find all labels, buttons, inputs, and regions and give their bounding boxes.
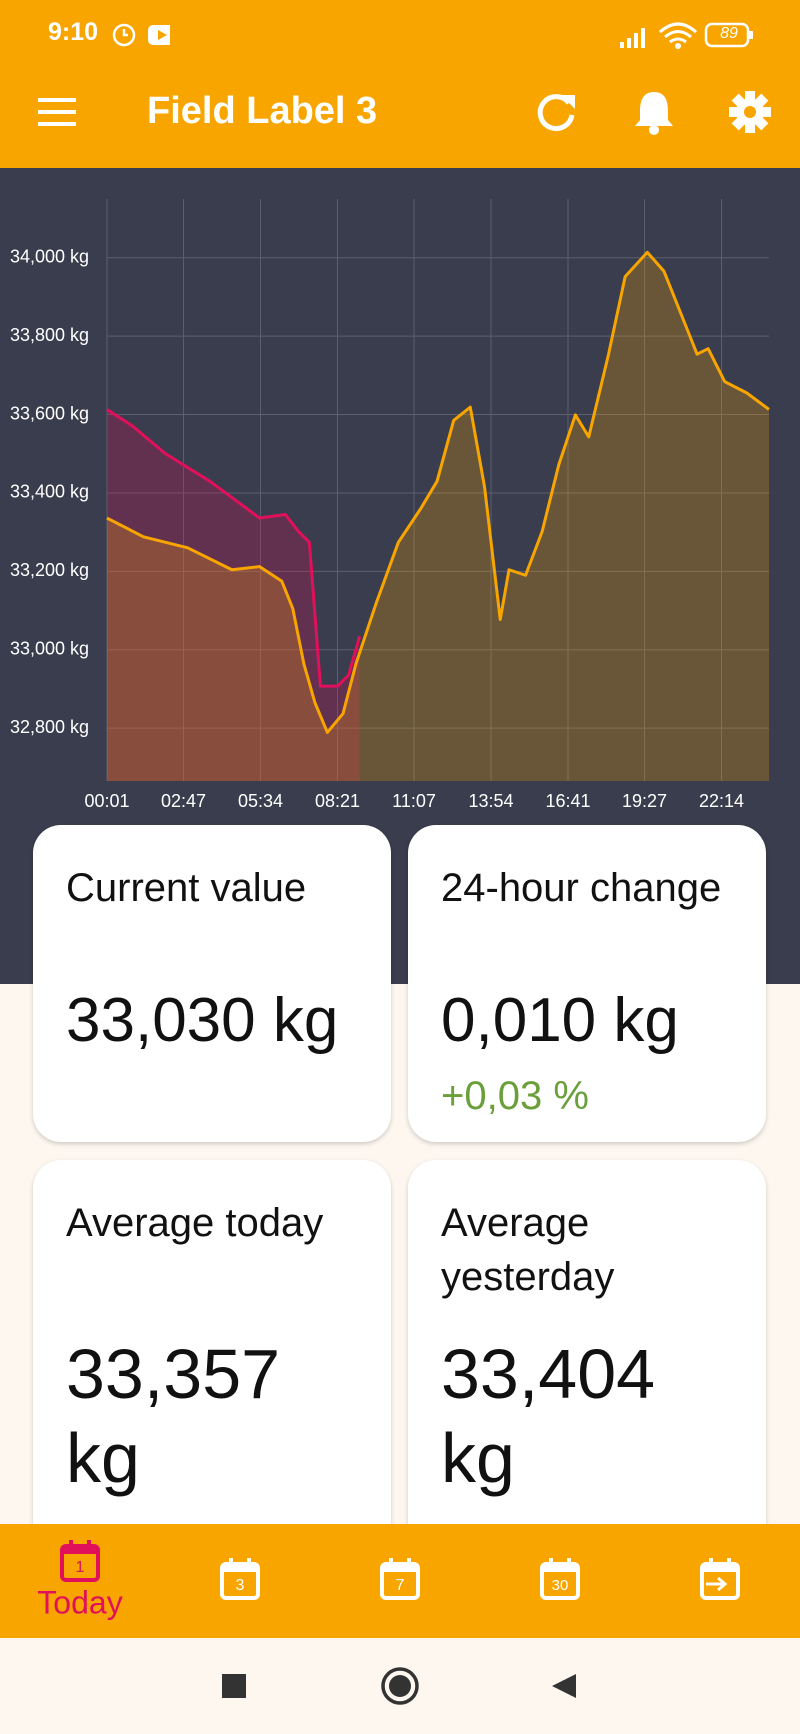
x-tick-label: 11:07 [392, 791, 436, 811]
y-tick-label: 34,000 kg [10, 247, 89, 267]
x-tick-label: 02:47 [161, 791, 206, 811]
y-tick-label: 33,400 kg [10, 482, 89, 502]
card-value: 0,010 kg [441, 986, 679, 1055]
battery-level: 89 [720, 25, 738, 42]
refresh-button[interactable] [533, 89, 579, 135]
nav-custom-range[interactable] [700, 1558, 740, 1600]
line [106, 408, 362, 688]
bottom-nav: 1 Today 3 7 30 [0, 1524, 800, 1638]
card-label: 24-hour change [441, 866, 722, 910]
card: Average today 33,357 kg [33, 1160, 391, 1596]
x-tick-label: 16:41 [545, 791, 590, 811]
nav-3-days[interactable]: 3 [220, 1558, 260, 1600]
x-tick-label: 05:34 [238, 791, 283, 811]
x-tick-label: 08:21 [315, 791, 360, 811]
y-tick-label: 33,000 kg [10, 638, 89, 658]
line [106, 250, 770, 734]
nav-icons: 1 Today 3 7 30 [37, 1540, 740, 1620]
x-tick-label: 13:54 [468, 791, 513, 811]
nav-icon-number: 30 [552, 1577, 569, 1594]
app-title: Field Label 3 [147, 90, 378, 132]
card: Average yesterday 33,404 kg [408, 1160, 766, 1596]
nav-icon-number: 1 [76, 1559, 85, 1576]
y-tick-label: 33,800 kg [10, 325, 89, 345]
nav-7-days[interactable]: 7 [380, 1558, 420, 1600]
nav-label: Today [37, 1584, 122, 1620]
y-tick-label: 33,200 kg [10, 560, 89, 580]
card-value: 33,357 kg [66, 1335, 281, 1497]
nav-30-days[interactable]: 30 [540, 1558, 580, 1600]
area-fill [107, 252, 769, 781]
y-tick-label: 32,800 kg [10, 717, 89, 737]
card-change: +0,03 % [441, 1074, 589, 1118]
home-button[interactable] [381, 1667, 419, 1705]
settings-button[interactable] [728, 90, 772, 134]
y-tick-label: 33,600 kg [10, 403, 89, 423]
x-tick-label: 22:14 [699, 791, 744, 811]
back-button[interactable] [552, 1674, 576, 1698]
card-label: Current value [66, 866, 307, 910]
system-nav-icons [222, 1667, 576, 1705]
x-tick-label: 19:27 [622, 791, 667, 811]
card-value: 33,404 kg [441, 1335, 656, 1497]
chart-panel: 32,800 kg 33,000 kg 33,200 kg 33,400 kg 33,6… [0, 168, 800, 984]
nav-icon-number: 3 [236, 1577, 245, 1594]
status-right [620, 22, 753, 49]
card-label: Average today [66, 1201, 324, 1245]
system-nav [0, 1638, 800, 1734]
menu-button[interactable] [36, 94, 78, 130]
card: 24-hour change 0,010 kg +0,03 % [408, 825, 766, 1142]
recents-button[interactable] [222, 1674, 246, 1698]
card-label: Average yesterday [441, 1201, 615, 1299]
app-header: 9:10 89 Field Label 3 [0, 0, 800, 168]
chart: 32,800 kg 33,000 kg 33,200 kg 33,400 kg 33,6… [10, 199, 770, 811]
area-fill [107, 409, 360, 781]
x-tick-label: 00:01 [84, 791, 129, 811]
status-time: 9:10 [48, 18, 99, 46]
status-icons [112, 23, 170, 47]
nav-today[interactable]: 1 Today [37, 1540, 123, 1620]
notifications-button[interactable] [632, 88, 676, 136]
nav-icon-number: 7 [396, 1577, 405, 1594]
card-value: 33,030 kg [66, 986, 339, 1055]
card: Current value 33,030 kg [33, 825, 391, 1142]
